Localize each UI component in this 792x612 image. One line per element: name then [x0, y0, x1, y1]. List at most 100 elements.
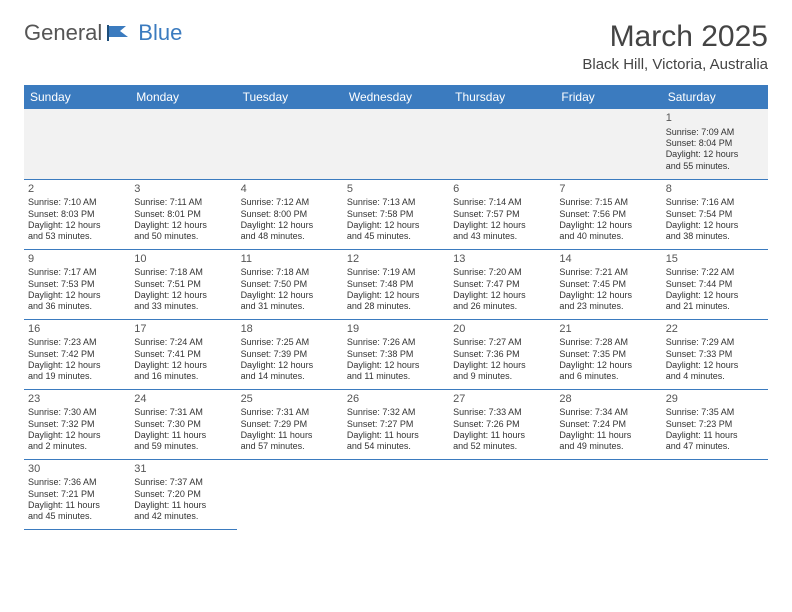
cell-line: and 50 minutes.	[134, 231, 232, 242]
cell-line: Sunrise: 7:21 AM	[559, 267, 657, 278]
cell-line: Sunset: 7:21 PM	[28, 489, 126, 500]
calendar-cell: 10Sunrise: 7:18 AMSunset: 7:51 PMDayligh…	[130, 249, 236, 319]
cell-line: Sunset: 7:39 PM	[241, 349, 339, 360]
cell-line: and 31 minutes.	[241, 301, 339, 312]
header: General Blue March 2025 Black Hill, Vict…	[24, 20, 768, 73]
cell-line: Sunset: 8:01 PM	[134, 209, 232, 220]
cell-line: Daylight: 12 hours	[28, 430, 126, 441]
calendar-cell: 4Sunrise: 7:12 AMSunset: 8:00 PMDaylight…	[237, 179, 343, 249]
cell-line: and 36 minutes.	[28, 301, 126, 312]
cell-line: Sunrise: 7:35 AM	[666, 407, 764, 418]
cell-line: Sunset: 7:41 PM	[134, 349, 232, 360]
calendar-cell	[343, 459, 449, 529]
calendar-cell: 24Sunrise: 7:31 AMSunset: 7:30 PMDayligh…	[130, 389, 236, 459]
calendar-cell: 25Sunrise: 7:31 AMSunset: 7:29 PMDayligh…	[237, 389, 343, 459]
cell-line: and 16 minutes.	[134, 371, 232, 382]
cell-line: Sunrise: 7:31 AM	[241, 407, 339, 418]
title-block: March 2025 Black Hill, Victoria, Austral…	[582, 20, 768, 73]
calendar-cell	[662, 459, 768, 529]
cell-line: Daylight: 12 hours	[241, 220, 339, 231]
day-number: 23	[28, 393, 126, 407]
cell-line: Daylight: 12 hours	[666, 149, 764, 160]
calendar-cell: 22Sunrise: 7:29 AMSunset: 7:33 PMDayligh…	[662, 319, 768, 389]
cell-line: Sunrise: 7:37 AM	[134, 477, 232, 488]
day-number: 10	[134, 253, 232, 267]
cell-line: and 42 minutes.	[134, 511, 232, 522]
cell-line: Sunrise: 7:27 AM	[453, 337, 551, 348]
cell-line: Daylight: 12 hours	[134, 220, 232, 231]
cell-line: and 48 minutes.	[241, 231, 339, 242]
cell-line: Sunrise: 7:24 AM	[134, 337, 232, 348]
cell-line: and 28 minutes.	[347, 301, 445, 312]
calendar-body: 1Sunrise: 7:09 AMSunset: 8:04 PMDaylight…	[24, 109, 768, 529]
cell-line: Sunset: 7:26 PM	[453, 419, 551, 430]
day-number: 31	[134, 463, 232, 477]
logo-text-2: Blue	[138, 20, 182, 46]
cell-line: Sunset: 7:36 PM	[453, 349, 551, 360]
weekday-header: Friday	[555, 85, 661, 109]
cell-line: Sunset: 7:47 PM	[453, 279, 551, 290]
cell-line: Daylight: 12 hours	[134, 290, 232, 301]
calendar-cell: 15Sunrise: 7:22 AMSunset: 7:44 PMDayligh…	[662, 249, 768, 319]
day-number: 17	[134, 323, 232, 337]
cell-line: Sunset: 7:33 PM	[666, 349, 764, 360]
cell-line: Sunset: 7:57 PM	[453, 209, 551, 220]
calendar-cell: 29Sunrise: 7:35 AMSunset: 7:23 PMDayligh…	[662, 389, 768, 459]
calendar-cell: 31Sunrise: 7:37 AMSunset: 7:20 PMDayligh…	[130, 459, 236, 529]
cell-line: Sunrise: 7:26 AM	[347, 337, 445, 348]
calendar-row: 30Sunrise: 7:36 AMSunset: 7:21 PMDayligh…	[24, 459, 768, 529]
cell-line: Daylight: 11 hours	[453, 430, 551, 441]
cell-line: Sunset: 7:53 PM	[28, 279, 126, 290]
calendar-cell	[24, 109, 130, 179]
cell-line: Sunrise: 7:33 AM	[453, 407, 551, 418]
cell-line: Sunrise: 7:15 AM	[559, 197, 657, 208]
cell-line: Sunset: 7:42 PM	[28, 349, 126, 360]
cell-line: and 40 minutes.	[559, 231, 657, 242]
day-number: 16	[28, 323, 126, 337]
day-number: 22	[666, 323, 764, 337]
cell-line: and 19 minutes.	[28, 371, 126, 382]
weekday-header: Sunday	[24, 85, 130, 109]
calendar-row: 16Sunrise: 7:23 AMSunset: 7:42 PM Dayligh…	[24, 319, 768, 389]
cell-line: Daylight: 12 hours	[28, 220, 126, 231]
cell-line: Sunset: 7:58 PM	[347, 209, 445, 220]
cell-line: Daylight: 12 hours	[134, 360, 232, 371]
cell-line: Sunset: 7:38 PM	[347, 349, 445, 360]
calendar-cell: 21Sunrise: 7:28 AMSunset: 7:35 PMDayligh…	[555, 319, 661, 389]
cell-line: Sunrise: 7:32 AM	[347, 407, 445, 418]
cell-line: Daylight: 12 hours	[559, 290, 657, 301]
calendar-cell: 17Sunrise: 7:24 AMSunset: 7:41 PMDayligh…	[130, 319, 236, 389]
calendar-cell	[130, 109, 236, 179]
cell-line: Daylight: 11 hours	[559, 430, 657, 441]
cell-line: Daylight: 11 hours	[241, 430, 339, 441]
calendar-row: 1Sunrise: 7:09 AMSunset: 8:04 PMDaylight…	[24, 109, 768, 179]
calendar-cell: 20Sunrise: 7:27 AMSunset: 7:36 PMDayligh…	[449, 319, 555, 389]
cell-line: and 26 minutes.	[453, 301, 551, 312]
day-number: 29	[666, 393, 764, 407]
calendar-cell	[449, 109, 555, 179]
cell-line: and 52 minutes.	[453, 441, 551, 452]
calendar-cell: 19Sunrise: 7:26 AMSunset: 7:38 PMDayligh…	[343, 319, 449, 389]
cell-line: and 59 minutes.	[134, 441, 232, 452]
cell-line: and 43 minutes.	[453, 231, 551, 242]
cell-line: Daylight: 12 hours	[347, 220, 445, 231]
cell-line: Sunrise: 7:25 AM	[241, 337, 339, 348]
day-number: 8	[666, 183, 764, 197]
day-number: 12	[347, 253, 445, 267]
cell-line: Sunset: 7:51 PM	[134, 279, 232, 290]
cell-line: Sunrise: 7:31 AM	[134, 407, 232, 418]
day-number: 1	[666, 112, 764, 126]
cell-line: and 38 minutes.	[666, 231, 764, 242]
calendar-table: SundayMondayTuesdayWednesdayThursdayFrid…	[24, 85, 768, 530]
cell-line: Sunrise: 7:23 AM	[28, 337, 126, 348]
weekday-header: Thursday	[449, 85, 555, 109]
cell-line: and 55 minutes.	[666, 161, 764, 172]
day-number: 19	[347, 323, 445, 337]
weekday-header: Saturday	[662, 85, 768, 109]
calendar-cell: 1Sunrise: 7:09 AMSunset: 8:04 PMDaylight…	[662, 109, 768, 179]
cell-line: Daylight: 12 hours	[347, 360, 445, 371]
cell-line: and 53 minutes.	[28, 231, 126, 242]
calendar-cell	[343, 109, 449, 179]
cell-line: Sunrise: 7:14 AM	[453, 197, 551, 208]
cell-line: and 11 minutes.	[347, 371, 445, 382]
